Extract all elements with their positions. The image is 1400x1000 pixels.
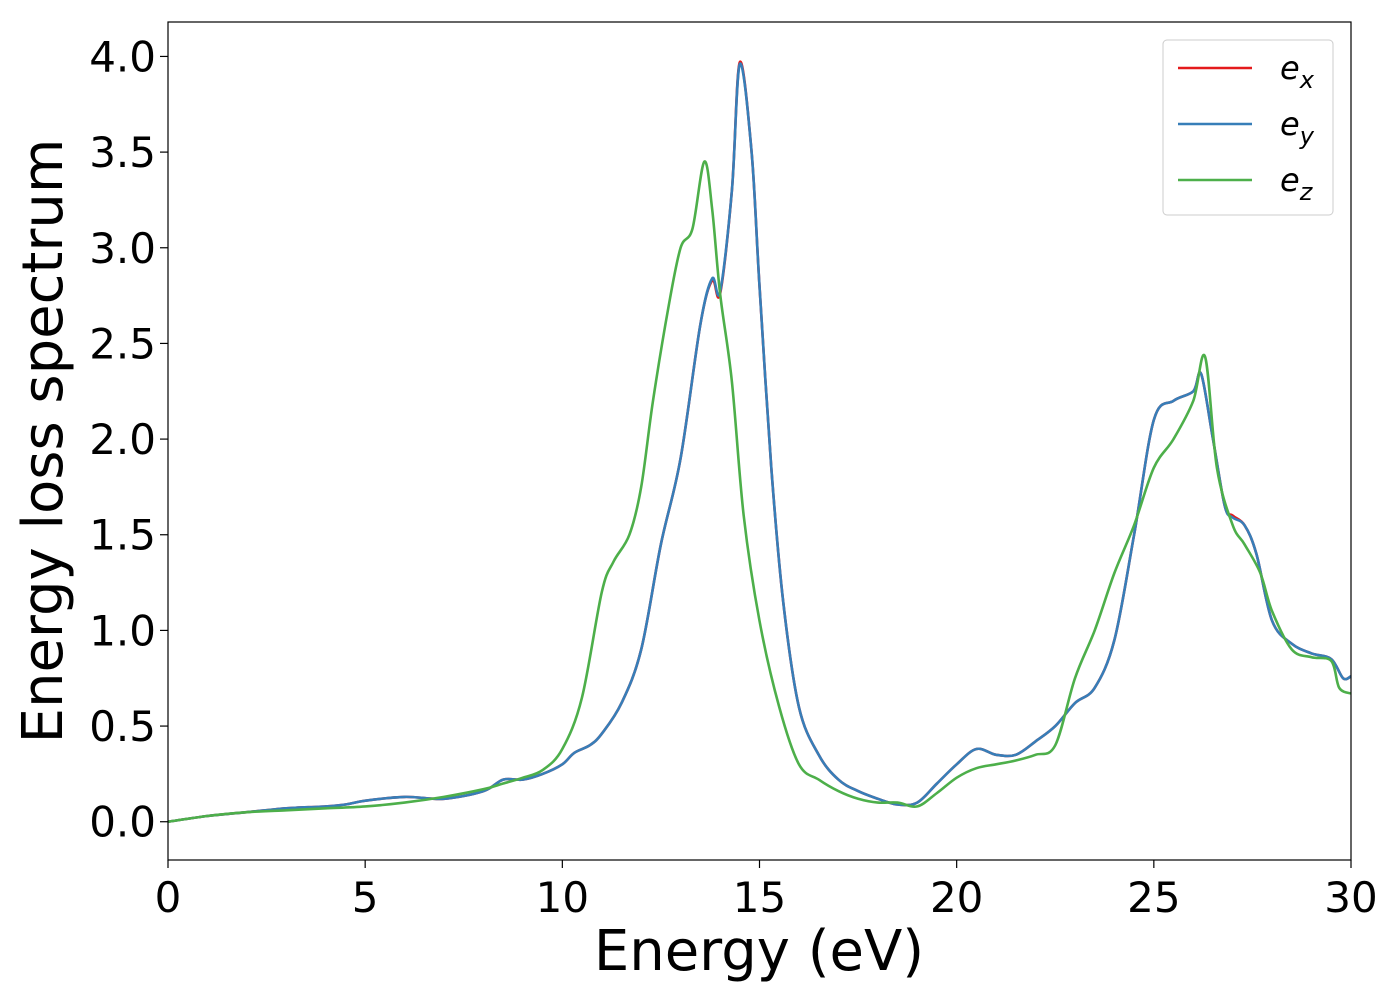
y-tick-label: 0.0 <box>89 798 156 847</box>
series-layer <box>167 60 1352 823</box>
y-tick-label: 2.5 <box>89 319 156 368</box>
y-axis: 0.0 0.5 1.0 1.5 2.0 2.5 3.0 3.5 4.0 <box>89 32 168 847</box>
y-tick-label: 1.5 <box>89 511 156 560</box>
legend-subscript: x <box>1299 66 1315 94</box>
x-tick-label: 20 <box>930 873 983 922</box>
y-tick-label: 4.0 <box>89 32 156 81</box>
legend-box <box>1162 39 1334 216</box>
plot-background <box>168 22 1351 860</box>
y-tick-label: 3.5 <box>89 128 156 177</box>
x-tick-label: 30 <box>1324 873 1377 922</box>
x-axis: 0 5 10 15 20 25 30 <box>155 860 1378 922</box>
y-tick-label: 0.5 <box>89 702 156 751</box>
x-tick-label: 10 <box>536 873 589 922</box>
y-tick-label: 1.0 <box>89 606 156 655</box>
legend-label-ey: ey <box>1280 105 1315 150</box>
legend-subscript: y <box>1299 122 1315 150</box>
x-tick-label: 25 <box>1127 873 1180 922</box>
y-tick-label: 3.0 <box>89 224 156 273</box>
x-tick-label: 0 <box>155 873 182 922</box>
x-tick-label: 15 <box>733 873 786 922</box>
x-tick-label: 5 <box>352 873 379 922</box>
legend-subscript: z <box>1299 178 1314 206</box>
y-axis-label: Energy loss spectrum <box>11 139 76 744</box>
y-tick-label: 2.0 <box>89 415 156 464</box>
x-axis-label: Energy (eV) <box>594 919 924 984</box>
series-line-ez <box>167 160 1352 823</box>
series-line-ey <box>167 62 1352 823</box>
